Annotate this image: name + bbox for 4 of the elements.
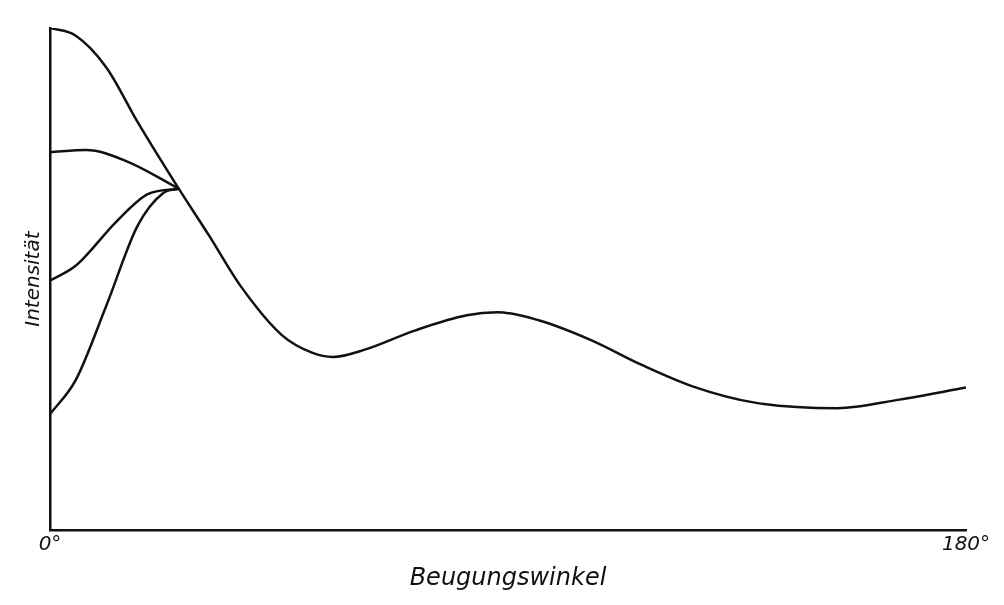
- x-tick-label: 180°: [941, 531, 991, 556]
- y-axis-title: Intensität: [20, 230, 45, 327]
- x-axis-title: Beugungswinkel: [409, 562, 607, 591]
- x-tick-label: 0°: [38, 531, 62, 556]
